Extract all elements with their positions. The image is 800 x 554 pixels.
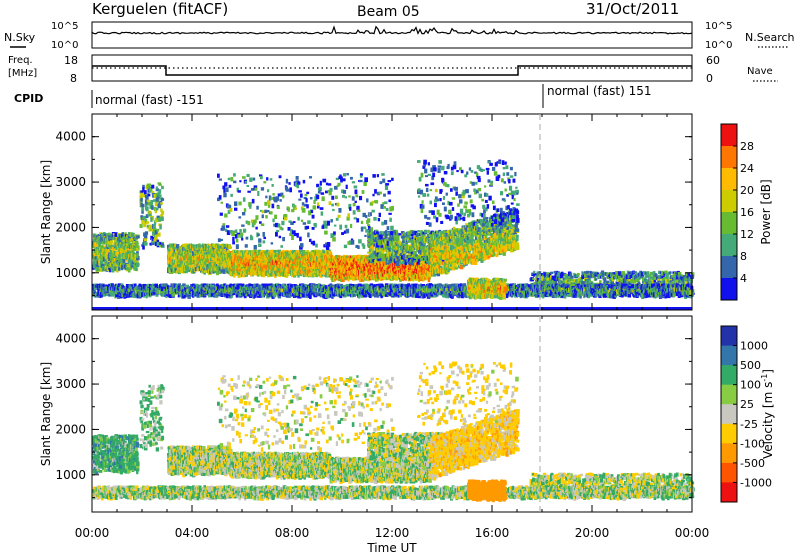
noise-right-tick-top: 10^5 <box>705 21 732 32</box>
echo-cell <box>156 208 159 211</box>
echo-cell <box>147 200 150 202</box>
noise-search-label: N.Search <box>745 31 795 44</box>
echo-cell <box>144 235 147 239</box>
echo-cell <box>158 189 161 194</box>
echo-cell <box>135 241 138 244</box>
noise-sky-trace <box>92 27 692 34</box>
echo-cell <box>145 231 148 235</box>
echo-cell <box>140 198 142 202</box>
echo-cell <box>151 205 154 210</box>
echo-cell <box>140 224 143 228</box>
echo-cell <box>130 267 132 270</box>
echo-cell <box>161 211 164 215</box>
freq-label-line2: [MHz] <box>8 68 37 79</box>
freq-right-tick-bottom: 0 <box>706 72 713 85</box>
cpid-segment-2: normal (fast) 151 <box>547 84 651 98</box>
echo-cell <box>149 212 151 214</box>
noise-right-tick-bottom: 10^0 <box>705 40 732 51</box>
echo-cell <box>156 186 158 189</box>
freq-left-tick-top: 18 <box>64 54 78 67</box>
echo-cell <box>110 240 113 243</box>
echo-cell <box>136 236 140 239</box>
echo-cell <box>158 233 161 237</box>
echo-cell <box>146 206 149 211</box>
echo-cell <box>149 184 152 186</box>
station-title: Kerguelen (fitACF) <box>92 0 228 18</box>
echo-cell <box>158 194 161 197</box>
noise-left-tick-bottom: 10^0 <box>51 40 78 51</box>
echo-cell <box>135 268 137 271</box>
echo-cell <box>153 224 156 229</box>
echo-cell <box>142 246 145 250</box>
beam-title: Beam 05 <box>357 4 420 20</box>
echo-cell <box>157 240 160 242</box>
noise-left-tick-top: 10^5 <box>51 21 78 32</box>
echo-cell <box>171 256 174 259</box>
echo-cell <box>161 198 164 201</box>
echo-cell <box>158 184 161 186</box>
echo-cell <box>142 204 144 207</box>
freq-right-tick-top: 60 <box>706 54 720 67</box>
echo-cell <box>146 196 149 200</box>
noise-panel-frame <box>92 22 692 48</box>
echo-cell <box>151 185 154 189</box>
cpid-label: CPID <box>14 92 43 105</box>
echo-cell <box>329 251 332 256</box>
echo-cell <box>216 271 219 276</box>
echo-cell <box>141 207 144 211</box>
nave-label: Nave <box>747 66 773 77</box>
echo-cell <box>227 250 230 253</box>
echo-cell <box>144 242 148 245</box>
freq-label-line1: Freq. <box>8 55 33 66</box>
echo-cell <box>161 243 164 247</box>
echo-cell <box>144 238 147 241</box>
echo-cell <box>148 194 151 197</box>
echo-cell <box>229 247 231 249</box>
power-scatter-cells <box>92 160 695 311</box>
echo-cell <box>161 186 164 189</box>
echo-cell <box>155 235 158 238</box>
echo-cell <box>150 217 152 222</box>
cpid-segment-1: normal (fast) -151 <box>95 93 204 107</box>
date-title: 31/Oct/2011 <box>586 0 679 18</box>
noise-sky-label: N.Sky <box>4 31 36 44</box>
freq-left-tick-bottom: 8 <box>70 72 77 85</box>
echo-cell <box>136 253 138 258</box>
echo-cell <box>132 250 135 253</box>
echo-cell <box>160 217 164 222</box>
echo-cell <box>140 193 143 198</box>
echo-cell <box>146 221 149 223</box>
echo-cell <box>123 259 126 263</box>
echo-cell <box>159 225 162 230</box>
echo-cell <box>144 190 147 194</box>
echo-cell <box>136 263 139 267</box>
echo-cell <box>157 229 160 232</box>
echo-cell <box>160 202 163 204</box>
echo-cell <box>141 220 144 224</box>
echo-cell <box>115 232 118 237</box>
echo-cell <box>150 200 153 205</box>
echo-cell <box>136 248 138 251</box>
freq-trace <box>92 66 692 75</box>
